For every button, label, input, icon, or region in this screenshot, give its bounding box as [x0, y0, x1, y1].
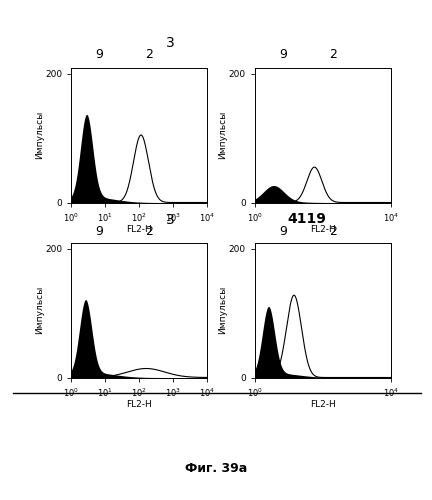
Text: 9: 9: [279, 48, 287, 61]
X-axis label: FL2-H: FL2-H: [310, 226, 336, 234]
Text: 3: 3: [166, 36, 175, 50]
Text: Фиг. 39а: Фиг. 39а: [185, 462, 247, 475]
Text: 9: 9: [95, 48, 103, 61]
Y-axis label: Импульсы: Импульсы: [35, 111, 44, 159]
Text: 4119: 4119: [287, 212, 326, 226]
Text: 3: 3: [166, 214, 175, 228]
Y-axis label: Импульсы: Импульсы: [35, 286, 44, 334]
Text: 2: 2: [145, 225, 153, 238]
Text: 9: 9: [95, 225, 103, 238]
Y-axis label: Импульсы: Импульсы: [218, 111, 227, 159]
Text: 2: 2: [329, 225, 337, 238]
X-axis label: FL2-H: FL2-H: [127, 400, 152, 409]
Y-axis label: Импульсы: Импульсы: [218, 286, 227, 334]
X-axis label: FL2-H: FL2-H: [310, 400, 336, 409]
Text: 2: 2: [145, 48, 153, 61]
Text: 2: 2: [329, 48, 337, 61]
Text: 9: 9: [279, 225, 287, 238]
X-axis label: FL2-H: FL2-H: [127, 226, 152, 234]
